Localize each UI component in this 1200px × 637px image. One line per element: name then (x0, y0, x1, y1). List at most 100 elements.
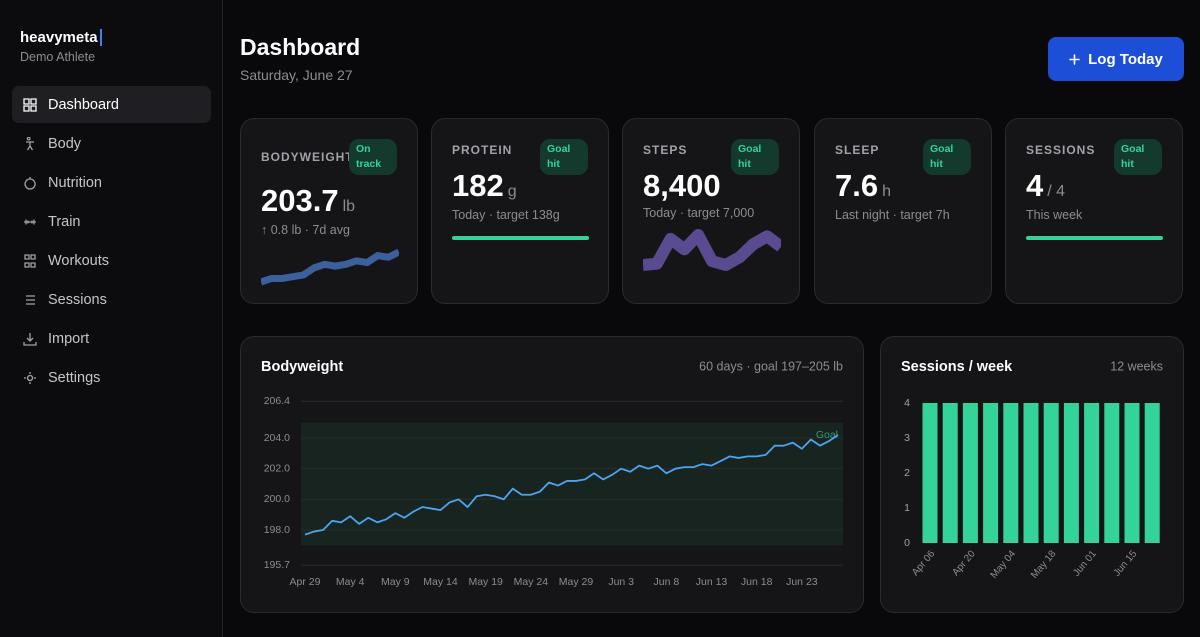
bar (922, 403, 938, 543)
nav-label: Train (48, 213, 81, 230)
plus-icon (1069, 53, 1080, 65)
bar (1003, 403, 1019, 543)
nav-item[interactable]: Dashboard (12, 86, 211, 123)
sparkline (835, 229, 973, 271)
goal-band (301, 422, 843, 546)
card-value: 8,400 (643, 168, 721, 204)
icon-path (23, 97, 37, 112)
value-text: 8,400 (643, 168, 721, 203)
chart-subtitle: 12 weeks (1110, 359, 1163, 373)
nav-label: Dashboard (48, 96, 119, 113)
nav-item[interactable]: Settings (12, 359, 211, 396)
chart: Sessions / week 12 weeks 0 1 2 3 4 Apr 06 Apr 20… (901, 359, 1163, 581)
nav-label: Body (48, 135, 82, 152)
card-note: Today · target 7,000 (643, 206, 755, 220)
nav-item[interactable]: Nutrition (12, 164, 211, 201)
nav-item[interactable]: Import (12, 320, 211, 357)
brand-subtitle: Demo Athlete (20, 50, 96, 64)
card-value: 203.7 lb (261, 183, 355, 219)
nav-item[interactable]: Sessions (12, 281, 211, 318)
stat-card: SESSIONS Goal hit 4/ 4 This week (1005, 118, 1183, 304)
icon-path (24, 253, 36, 268)
chart-subtitle: 60 days · goal 197–205 lb (699, 359, 843, 373)
nav-label: Sessions (48, 291, 107, 308)
nav-item[interactable]: Workouts (12, 242, 211, 279)
nav-icon (23, 97, 37, 112)
stat-card: SLEEP Goal hit 7.6 h Last night · target 7h (814, 118, 992, 304)
bar (1084, 403, 1100, 543)
nav-item[interactable]: Body (12, 125, 211, 162)
value-unit: h (882, 183, 892, 200)
icon-path (24, 219, 36, 224)
y-tick-label: 200.0 (264, 493, 290, 505)
page-title: Dashboard (240, 34, 361, 60)
card-value: 4/ 4 (1026, 168, 1065, 204)
bar (962, 403, 978, 543)
sparkline-line (835, 235, 973, 265)
y-tick-label: 204.0 (264, 432, 290, 444)
weight-line (304, 434, 839, 536)
card-note: Today · target 138g (452, 208, 560, 222)
nav-label: Settings (48, 369, 101, 386)
value-text: 7.6 (835, 168, 879, 203)
chart-panel: Sessions / week 12 weeks 0 1 2 3 4 Apr 06 Apr 20… (880, 336, 1184, 613)
x-tick-label: May 29 (559, 576, 594, 588)
icon-path (26, 294, 35, 305)
x-tick-label: Jun 13 (696, 576, 728, 588)
card-value: 7.6 h (835, 168, 891, 204)
bar (1124, 403, 1140, 543)
bar (1104, 403, 1120, 543)
bar (942, 403, 958, 543)
x-tick-label: Apr 29 (290, 576, 321, 588)
card-badge: On track (349, 139, 397, 175)
nav-icon (24, 371, 36, 384)
progress-bar (452, 236, 589, 240)
y-tick-label: 195.7 (264, 559, 290, 571)
icon-path (26, 136, 34, 150)
x-tick-label: Apr 06 (910, 548, 938, 578)
sparkline (261, 248, 399, 286)
log-today-button[interactable]: Log Today (1048, 37, 1184, 81)
stat-card: BODYWEIGHT On track 203.7 lb ↑ 0.8 lb · 7d a… (240, 118, 418, 304)
card-label: BODYWEIGHT (261, 150, 354, 164)
brand: heavymeta (20, 29, 102, 46)
bar (1144, 403, 1160, 543)
x-tick-label: Jun 15 (1112, 548, 1140, 578)
bar (1023, 403, 1039, 543)
sparkline-line (643, 229, 781, 271)
y-tick-label: 2 (904, 467, 910, 479)
card-badge: Goal hit (923, 139, 971, 175)
x-tick-label: May 04 (989, 548, 1019, 581)
x-tick-label: Apr 20 (950, 548, 978, 578)
nav-icon (24, 253, 36, 268)
x-tick-label: Jun 01 (1071, 548, 1099, 578)
card-badge: Goal hit (540, 139, 588, 175)
sparkline (643, 229, 781, 271)
x-tick-label: Jun 8 (654, 576, 680, 588)
card-note: ↑ 0.8 lb · 7d avg (261, 223, 350, 237)
nav-icon (23, 332, 37, 346)
card-label: PROTEIN (452, 143, 513, 157)
nav-icon (26, 136, 34, 150)
button-label: Log Today (1088, 50, 1163, 68)
x-tick-label: Jun 3 (608, 576, 634, 588)
chart-title: Bodyweight (261, 359, 343, 375)
nav-item[interactable]: Train (12, 203, 211, 240)
card-label: SESSIONS (1026, 143, 1096, 157)
bar (1063, 403, 1079, 543)
y-tick-label: 0 (904, 537, 910, 549)
stat-card: PROTEIN Goal hit 182 g Today · target 138g (431, 118, 609, 304)
y-tick-label: 202.0 (264, 462, 290, 474)
x-tick-label: Jun 18 (741, 576, 773, 588)
y-tick-label: 206.4 (264, 395, 290, 407)
x-tick-label: May 4 (336, 576, 365, 588)
chart-title: Sessions / week (901, 359, 1013, 375)
y-tick-label: 3 (904, 432, 910, 444)
icon-path (24, 371, 36, 384)
sidebar: heavymeta Demo Athlete Dashboard Body Nutr… (0, 0, 223, 637)
progress-bar (1026, 236, 1163, 240)
card-note: This week (1026, 208, 1083, 222)
nav-icon (26, 294, 35, 305)
nav-icon (24, 176, 36, 190)
